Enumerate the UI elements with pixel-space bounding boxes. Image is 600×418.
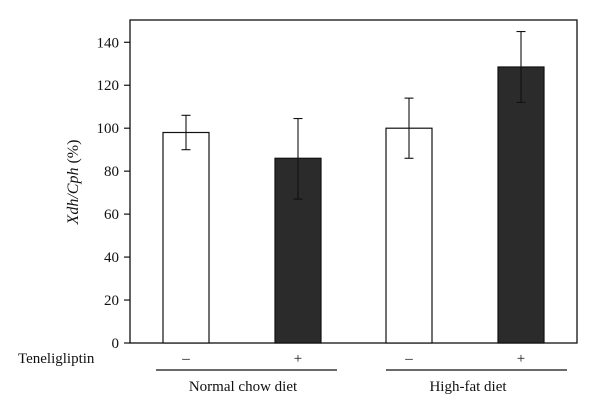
- group-label-high-fat: High-fat diet: [429, 379, 507, 395]
- y-tick-label-120: 120: [97, 78, 120, 94]
- y-tick-label-0: 0: [112, 336, 120, 352]
- y-tick-label-40: 40: [104, 250, 119, 266]
- teneligliptin-sign-1: +: [294, 351, 302, 367]
- group-label-normal-chow: Normal chow diet: [189, 379, 298, 395]
- teneligliptin-sign-3: +: [517, 351, 525, 367]
- teneligliptin-row-label: Teneligliptin: [18, 351, 95, 367]
- y-tick-label-100: 100: [97, 121, 120, 137]
- y-axis-label: Xdh/Cph (%): [65, 140, 82, 226]
- y-axis-ticks: 0 20 40 60 80 100 120 140: [97, 35, 130, 352]
- y-tick-label-20: 20: [104, 293, 119, 309]
- y-axis-label-unit: (%): [65, 140, 82, 168]
- bar-0: [162, 131, 210, 344]
- y-axis-label-text: Xdh/Cph: [65, 168, 82, 226]
- bar-3: [497, 66, 545, 344]
- y-tick-label-140: 140: [97, 35, 120, 51]
- teneligliptin-sign-0: –: [181, 351, 190, 367]
- bars: [162, 66, 545, 344]
- teneligliptin-sign-2: –: [404, 351, 413, 367]
- error-bars: [181, 30, 526, 200]
- plot-frame: [129, 19, 578, 344]
- bar-2: [385, 127, 433, 344]
- y-tick-label-60: 60: [104, 207, 119, 223]
- teneligliptin-signs: – + – +: [181, 351, 525, 367]
- bar-1: [274, 157, 322, 344]
- y-tick-label-80: 80: [104, 164, 119, 180]
